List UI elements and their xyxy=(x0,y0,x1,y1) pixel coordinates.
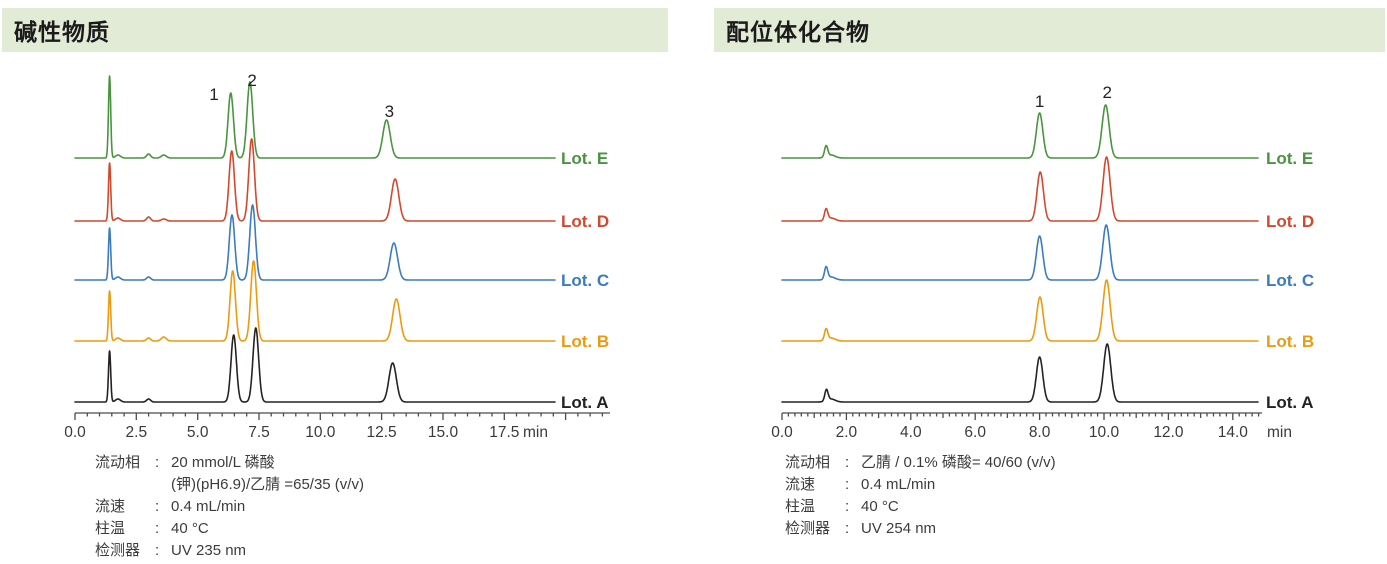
lot-label: Lot. D xyxy=(561,212,609,231)
condition-label: 检测器 xyxy=(785,520,831,537)
x-tick-label: 15.0 xyxy=(428,424,459,441)
x-tick-label: 12.0 xyxy=(1153,424,1184,441)
condition-separator: : xyxy=(845,476,850,493)
x-tick-label: 2.5 xyxy=(126,424,148,441)
condition-separator: : xyxy=(155,542,160,559)
trace-lot-a xyxy=(781,343,1259,403)
condition-row: 流速:0.4 mL/min xyxy=(785,474,1056,496)
x-tick-label: 7.5 xyxy=(248,424,270,441)
condition-value: 乙腈 / 0.1% 磷酸= 40/60 (v/v) xyxy=(861,454,1056,471)
condition-value: 40 °C xyxy=(171,520,209,537)
condition-separator: : xyxy=(155,454,160,471)
left-panel-chromatograms: 0.0 2.5 5.0 7.5 10.0 12.5 15.0 17.5 min Lot. E Lot… xyxy=(64,71,610,441)
condition-row: 检测器: UV 254 nm xyxy=(785,518,1056,540)
x-tick-label: 5.0 xyxy=(187,424,209,441)
lot-label: Lot. B xyxy=(561,332,609,351)
x-tick-label: 8.0 xyxy=(1029,424,1051,441)
lot-label: Lot. C xyxy=(1266,271,1314,290)
x-axis xyxy=(74,412,610,420)
condition-label: 柱温 xyxy=(785,498,816,515)
condition-row: 柱温:40 °C xyxy=(95,518,364,540)
condition-separator: : xyxy=(845,520,850,537)
condition-row: 流动相:20 mmol/L 磷酸 (钾)(pH6.9)/乙腈 =65/35 (v/… xyxy=(95,452,364,496)
condition-value: UV 235 nm xyxy=(171,542,247,559)
condition-label: 流速 xyxy=(95,498,126,515)
x-tick-label: 10.0 xyxy=(305,424,336,441)
lot-label: Lot. A xyxy=(1266,393,1314,412)
peak-annotation: 2 xyxy=(1102,83,1111,102)
x-tick-label: 12.5 xyxy=(367,424,397,441)
trace-lot-c xyxy=(74,204,556,281)
x-axis-unit: min xyxy=(523,424,548,441)
peak-annotation: 2 xyxy=(247,71,256,90)
x-tick-label: 4.0 xyxy=(900,424,922,441)
x-tick-label: 0.0 xyxy=(771,424,793,441)
x-tick-label: 0.0 xyxy=(64,424,86,441)
x-tick-label: 14.0 xyxy=(1218,424,1249,441)
x-tick-label: 2.0 xyxy=(836,424,858,441)
trace-lot-e xyxy=(781,104,1259,159)
left-panel-header: 碱性物质 xyxy=(2,8,668,52)
x-tick-label: 6.0 xyxy=(964,424,986,441)
condition-row: 流速:0.4 mL/min xyxy=(95,496,364,518)
trace-lot-d xyxy=(74,138,556,222)
condition-value: 0.4 mL/min xyxy=(171,498,246,515)
x-axis xyxy=(781,412,1262,420)
trace-lot-e xyxy=(74,75,556,159)
condition-separator: : xyxy=(845,454,850,471)
trace-lot-d xyxy=(781,156,1259,222)
condition-value: 40 °C xyxy=(861,498,899,515)
condition-value: UV 254 nm xyxy=(861,520,937,537)
condition-label: 流速 xyxy=(785,476,816,493)
condition-label: 柱温 xyxy=(95,520,126,537)
left-conditions-block: 流动相:20 mmol/L 磷酸 (钾)(pH6.9)/乙腈 =65/35 (v/… xyxy=(95,452,364,562)
x-tick-label: 17.5 xyxy=(489,424,519,441)
trace-lot-b xyxy=(781,279,1259,342)
peak-annotation: 1 xyxy=(1035,92,1044,111)
right-conditions-block: 流动相: 乙腈 / 0.1% 磷酸= 40/60 (v/v) 流速:0.4 mL/m… xyxy=(785,452,1056,540)
peak-annotation: 3 xyxy=(385,102,394,121)
condition-value: 0.4 mL/min xyxy=(861,476,936,493)
x-axis-unit: min xyxy=(1267,424,1292,441)
condition-value: 20 mmol/L 磷酸 (钾)(pH6.9)/乙腈 =65/35 (v/v) xyxy=(171,454,364,493)
condition-row: 柱温:40 °C xyxy=(785,496,1056,518)
condition-separator: : xyxy=(155,498,160,515)
lot-label: Lot. D xyxy=(1266,212,1314,231)
lot-label: Lot. E xyxy=(1266,149,1313,168)
peak-annotation: 1 xyxy=(209,85,218,104)
x-tick-label: 10.0 xyxy=(1089,424,1120,441)
condition-row: 流动相: 乙腈 / 0.1% 磷酸= 40/60 (v/v) xyxy=(785,452,1056,474)
condition-row: 检测器: UV 235 nm xyxy=(95,540,364,562)
condition-label: 流动相 xyxy=(785,454,831,471)
trace-lot-b xyxy=(74,260,556,342)
right-panel-header: 配位体化合物 xyxy=(714,8,1385,52)
trace-lot-a xyxy=(74,327,556,403)
condition-separator: : xyxy=(155,520,160,537)
lot-label: Lot. B xyxy=(1266,332,1314,351)
left-panel-title: 碱性物质 xyxy=(14,19,110,45)
condition-label: 流动相 xyxy=(95,454,141,471)
trace-lot-c xyxy=(781,224,1259,281)
condition-label: 检测器 xyxy=(95,542,141,559)
lot-label: Lot. C xyxy=(561,271,609,290)
lot-label: Lot. A xyxy=(561,393,609,412)
lot-label: Lot. E xyxy=(561,149,608,168)
right-panel-chromatograms: 0.0 2.0 4.0 6.0 8.0 10.0 12.0 14.0 min Lot. E Lot.… xyxy=(771,83,1314,441)
condition-separator: : xyxy=(845,498,850,515)
right-panel-title: 配位体化合物 xyxy=(726,19,870,45)
